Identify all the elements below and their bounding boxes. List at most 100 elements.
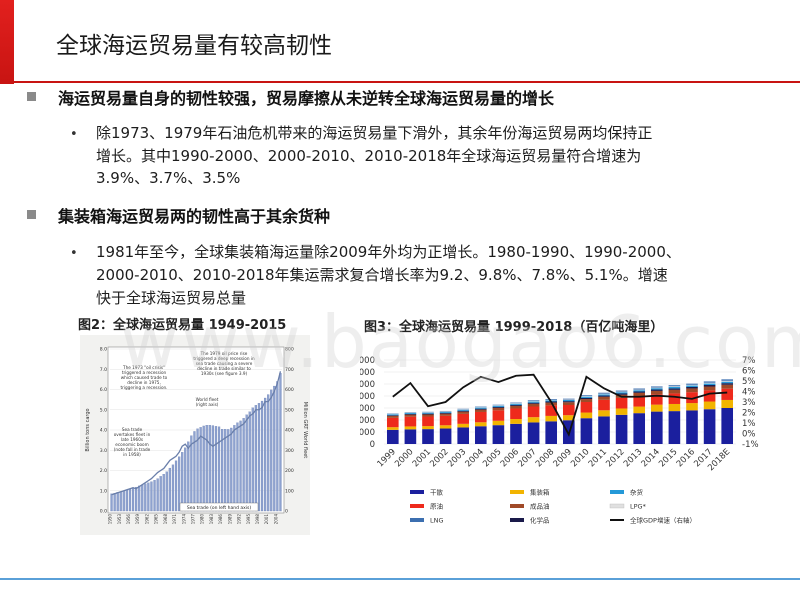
fig3-bar-segment [703, 401, 716, 410]
fig3-bar-segment [527, 406, 540, 418]
fig3-bar-segment [492, 420, 505, 426]
title-rule [14, 81, 800, 83]
fig2-fleet-bar [184, 447, 187, 512]
section1-line3: 3.9%、3.7%、3.5% [96, 169, 241, 187]
fig3-bar-segment [457, 413, 470, 424]
fig3-bar-segment [474, 422, 487, 427]
fig3-bar-segment [633, 413, 646, 444]
fig2-fleet-bar [205, 425, 208, 512]
title-accent [0, 0, 14, 84]
footer-line [0, 578, 800, 580]
fig3-y2-tick: 0% [742, 430, 756, 440]
fig2-fleet-bar [263, 397, 267, 512]
fig3-bar-segment [598, 399, 610, 411]
fig2-fleet-bar [279, 373, 282, 512]
fig2-fleet-bar [134, 486, 138, 512]
fig3-bar-segment [527, 400, 540, 401]
fig3-bar-segment [492, 406, 505, 408]
fig2-fleet-bar [168, 467, 172, 512]
bullet-dot-icon: • [70, 127, 78, 142]
fig2-sea-trade-line [111, 371, 282, 496]
fig3-legend-label: 原油 [430, 502, 443, 511]
fig2-fleet-bar [211, 425, 215, 512]
fig3-bar-segment [721, 380, 734, 382]
fig3-bar-segment [721, 399, 734, 408]
fig3-legend-label: 杂货 [630, 488, 644, 497]
fig3-y-tick: 30000 [360, 404, 375, 414]
fig3-bar-segment [615, 390, 628, 392]
fig2-fleet-bar [267, 394, 270, 512]
fig3-x-tick: 2009 [552, 447, 574, 469]
fig3-bar-segment [703, 390, 716, 402]
fig2-x-tick: 2004 [273, 514, 278, 525]
fig3-bar-segment [703, 381, 716, 383]
fig3-bar-segment [492, 405, 505, 407]
fig3-bar-segment [721, 379, 734, 381]
fig2-x-tick: 1959 [135, 514, 140, 525]
fig3-bar-segment [404, 414, 417, 417]
fig2-fleet-bar [138, 485, 141, 512]
fig3-x-tick: 1999 [376, 447, 398, 469]
fig3-bar-segment [686, 388, 698, 393]
fig3-bar-segment [615, 392, 628, 394]
title-bar: 全球海运贸易量有较高韧性 [0, 0, 800, 84]
fig3-bar-segment [580, 397, 593, 400]
fig2-y-tick: 3.0 [100, 448, 107, 454]
fig3-y-tick: 40000 [360, 392, 375, 402]
fig2-fleet-bar [233, 425, 236, 512]
fig2-x-tick: 1956 [126, 514, 131, 525]
fig3-bar-segment [580, 412, 593, 419]
fig3-bar-segment [703, 386, 716, 391]
fig3-bar-segment [615, 391, 628, 393]
fig2-fleet-bar [177, 456, 181, 512]
fig3-gdp-line [392, 373, 728, 437]
fig3-bar-segment [545, 405, 558, 416]
fig3-bar-segment [650, 390, 663, 395]
fig2-y2-tick: 500 [285, 407, 294, 413]
fig2-annotation-1979: The 1979 oil price rise triggered a deep… [193, 351, 255, 376]
fig3-bar-segment [650, 404, 663, 412]
fig3-bar-segment [633, 390, 646, 392]
fig3-y2-tick: 5% [742, 377, 756, 387]
fig2-fleet-bar [187, 441, 190, 512]
fig3-x-tick: 2006 [499, 447, 521, 469]
fig3-bar-segment [422, 413, 434, 415]
fig3-bar-segment [721, 388, 734, 400]
fig2-fleet-bar [125, 489, 129, 512]
fig3-y-tick: 50000 [360, 380, 375, 390]
fig3-legend-swatch [510, 490, 524, 494]
fig3-bar-segment [598, 393, 610, 395]
fig3-bar-segment [668, 389, 681, 394]
fig3-bar-segment [703, 409, 716, 444]
fig2-fleet-bar [208, 425, 211, 512]
square-bullet-icon [27, 92, 36, 101]
fig3-y2-tick: 6% [742, 367, 756, 377]
fig3-bar-segment [510, 408, 522, 420]
fig2-fleet-bar [174, 460, 178, 512]
fig3-bar-segment [580, 396, 593, 397]
fig3-bar-segment [703, 385, 716, 387]
fig2-x-tick: 1968 [163, 514, 168, 525]
fig3-bar-segment [721, 383, 734, 385]
fig3-bar-segment [650, 388, 663, 390]
fig3-x-tick: 2008 [534, 447, 556, 469]
fig3-x-tick: 2015 [657, 447, 679, 469]
fig2-y2-tick: 300 [285, 448, 294, 454]
fig3-bar-segment [386, 427, 399, 430]
fig3-bar-segment [598, 396, 610, 400]
fig3-bar-segment [633, 406, 646, 414]
fig2-fleet-bar [141, 484, 144, 512]
fig3-bar-segment [598, 392, 610, 394]
fig3-bar-segment [721, 384, 734, 389]
fig2-x-tick: 1953 [117, 514, 122, 525]
fig3-y-tick: 70000 [360, 356, 375, 366]
fig2-y2-tick: 700 [285, 367, 294, 373]
fig3-legend-swatch [410, 504, 424, 508]
fig2-fleet-bar [248, 411, 251, 512]
fig3-legend-swatch [609, 503, 625, 509]
fig3-bar-segment [703, 383, 716, 386]
fig3-bar-segment [474, 411, 487, 423]
fig3-bar-segment [562, 399, 575, 400]
fig3-bar-segment [404, 416, 417, 427]
fig2-fleet-bar [162, 474, 165, 512]
